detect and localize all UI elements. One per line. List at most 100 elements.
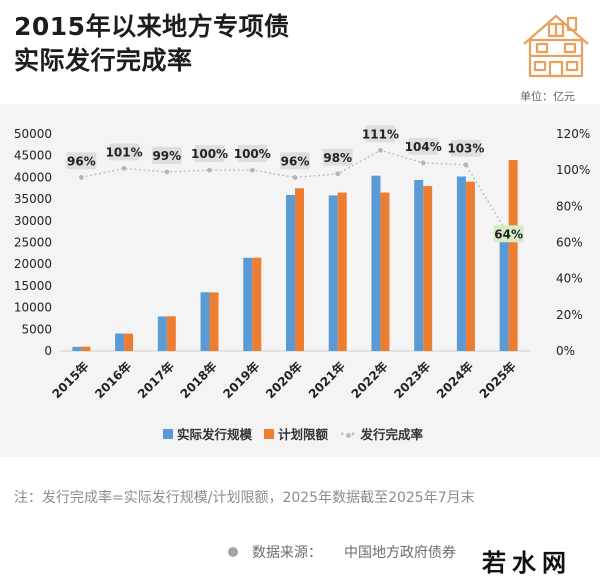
- data-source: 数据来源： 中国地方政府债券: [228, 542, 456, 562]
- rate-label-bg: [322, 148, 353, 166]
- rate-data-label: 101%: [106, 145, 143, 159]
- x-tick-label: 2024年: [433, 359, 476, 402]
- chart-legend: 实际发行规模 计划限额 · · 发行完成率: [0, 424, 600, 444]
- left-tick-label: 45000: [14, 149, 52, 163]
- bar-actual: [371, 175, 381, 351]
- bar-plan: [465, 181, 475, 351]
- left-tick-label: 5000: [21, 322, 52, 336]
- house-icon: [523, 14, 589, 78]
- left-tick-label: 25000: [14, 236, 52, 250]
- left-tick-label: 10000: [14, 301, 52, 315]
- legend-plan-label: 计划限额: [278, 427, 329, 442]
- rate-label-bg: [194, 145, 225, 163]
- rate-point: [207, 167, 212, 173]
- bar-plan: [295, 188, 304, 351]
- bar-actual: [115, 333, 125, 351]
- footnote: 注：发行完成率=实际发行规模/计划限额，2025年数据截至2025年7月末: [14, 490, 475, 506]
- rate-data-label: 111%: [362, 127, 399, 141]
- rate-label-bg: [151, 146, 182, 164]
- rate-label-bg: [450, 139, 481, 157]
- rate-data-label: 98%: [323, 151, 352, 165]
- rate-label-bg: [66, 152, 97, 170]
- rate-point: [121, 165, 127, 171]
- legend-rate-marker: · ·: [340, 426, 357, 441]
- bar-plan: [166, 316, 176, 351]
- right-tick-label: 0%: [556, 344, 575, 358]
- bar-plan: [380, 192, 390, 351]
- rate-label-bg: [280, 152, 310, 170]
- bar-actual: [286, 194, 295, 351]
- left-tick-label: 0: [44, 344, 52, 358]
- rate-data-label: 103%: [447, 142, 484, 156]
- bar-plan: [81, 346, 91, 351]
- source-text: 中国地方政府债券: [344, 545, 456, 561]
- legend-rate: · · 发行完成率: [340, 424, 423, 443]
- rate-point: [292, 175, 298, 180]
- left-tick-label: 35000: [14, 192, 52, 206]
- right-tick-label: 20%: [556, 308, 583, 322]
- source-label: 数据来源：: [252, 545, 322, 561]
- legend-plan: 计划限额: [264, 424, 328, 443]
- bar-actual: [414, 180, 424, 351]
- left-tick-label: 15000: [14, 279, 52, 293]
- unit-label: 单位：亿元: [520, 90, 575, 103]
- bar-actual: [499, 229, 509, 351]
- bar-actual: [157, 316, 167, 351]
- right-tick-label: 80%: [556, 199, 583, 213]
- bar-plan: [124, 333, 134, 351]
- right-tick-label: 120%: [556, 127, 590, 141]
- rate-data-label: 99%: [152, 149, 181, 163]
- bar-actual: [72, 346, 82, 351]
- rate-point: [164, 169, 170, 175]
- rate-data-label: 104%: [405, 140, 442, 154]
- right-tick-label: 60%: [556, 236, 583, 250]
- right-tick-label: 100%: [556, 163, 590, 177]
- right-tick-label: 40%: [556, 272, 583, 286]
- left-tick-label: 30000: [14, 214, 52, 228]
- rate-label-bg: [493, 225, 524, 243]
- legend-actual-swatch: [163, 428, 173, 439]
- x-tick-label: 2017年: [134, 359, 177, 402]
- left-tick-label: 50000: [14, 127, 52, 141]
- rate-data-label: 100%: [234, 147, 271, 161]
- chart-plot: 0 5000 10000 15000 20000 25000 30000 35000 40000…: [14, 125, 590, 402]
- rate-line: [81, 149, 510, 236]
- rate-point: [78, 175, 84, 180]
- x-tick-label: 2015年: [49, 359, 92, 402]
- title-line-2: 实际发行完成率: [14, 46, 193, 75]
- rate-data-label: 96%: [67, 154, 96, 168]
- rate-data-label: 96%: [281, 154, 310, 168]
- legend-actual: 实际发行规模: [163, 424, 252, 443]
- x-tick-label: 2022年: [348, 359, 391, 402]
- bar-actual: [243, 257, 253, 351]
- brand-logo: 若水网: [478, 543, 576, 578]
- rate-point: [463, 162, 469, 168]
- rate-data-label: 100%: [191, 147, 228, 161]
- bar-plan: [337, 192, 347, 351]
- bar-plan: [423, 186, 433, 351]
- legend-plan-swatch: [264, 428, 275, 439]
- title-line-1: 2015年以来地方专项债: [14, 12, 290, 41]
- legend-rate-label: 发行完成率: [360, 427, 424, 442]
- bar-actual: [200, 292, 210, 351]
- x-tick-label: 2018年: [177, 359, 220, 402]
- bar-plan: [508, 160, 518, 351]
- rate-data-label: 64%: [494, 227, 523, 241]
- x-tick-label: 2025年: [476, 359, 519, 402]
- bar-actual: [456, 176, 466, 351]
- x-tick-label: 2019年: [220, 359, 263, 402]
- left-tick-label: 40000: [14, 170, 52, 184]
- rate-label-bg: [408, 137, 439, 155]
- x-tick-label: 2016年: [91, 359, 134, 402]
- x-tick-label: 2020年: [262, 359, 305, 402]
- x-tick-label: 2023年: [391, 359, 434, 402]
- rate-point: [420, 160, 426, 166]
- bar-plan: [252, 257, 262, 351]
- rate-point: [378, 147, 383, 153]
- left-tick-label: 20000: [14, 257, 52, 271]
- x-tick-label: 2021年: [305, 359, 348, 402]
- rate-label-bg: [109, 143, 140, 161]
- source-bullet-icon: [228, 547, 238, 557]
- legend-actual-label: 实际发行规模: [177, 427, 253, 442]
- bar-actual: [328, 195, 338, 351]
